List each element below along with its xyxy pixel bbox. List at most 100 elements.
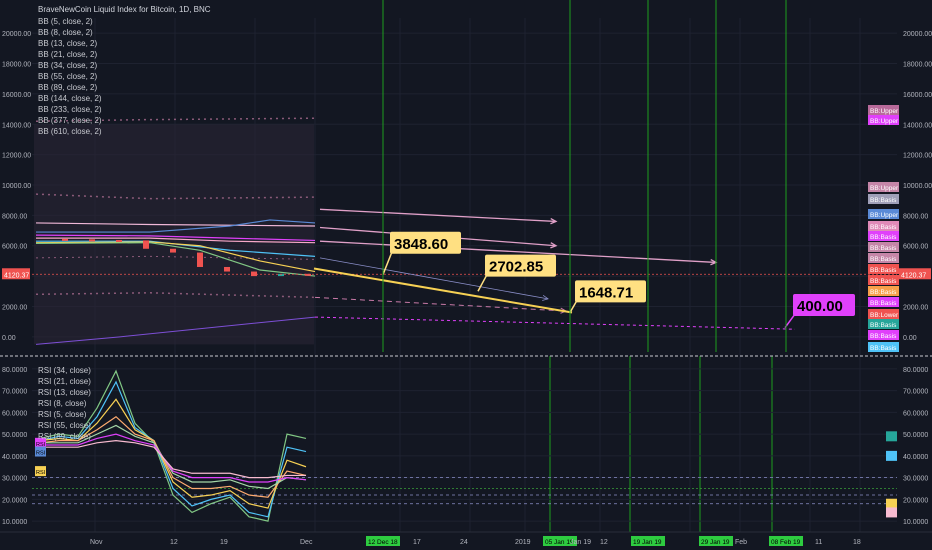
rsi-line <box>40 440 306 479</box>
yellow-trend <box>313 267 573 314</box>
y-tick-right: 8000.00 <box>903 213 928 220</box>
rsi-badge-right <box>886 450 897 461</box>
bb-legend-item[interactable]: BB (34, close, 2) <box>38 61 98 70</box>
forecast-arrow-head <box>542 295 549 301</box>
bb-legend-item[interactable]: BB (610, close, 2) <box>38 127 102 136</box>
rsi-y-tick-right: 10.0000 <box>903 519 928 526</box>
rsi-badge-left-text: RSI <box>36 470 46 476</box>
y-tick-right: 0.00 <box>903 335 917 342</box>
band-badge <box>868 297 899 307</box>
rsi-legend-item[interactable]: RSI (13, close) <box>38 388 91 397</box>
bb-legend: BB (5, close, 2) BB (8, close, 2) BB (13, … <box>38 16 102 137</box>
candle <box>170 248 176 253</box>
band-badge <box>868 209 899 219</box>
forecast-label-pointer <box>569 300 578 313</box>
rsi-line <box>39 380 307 518</box>
rsi-legend-item[interactable]: RSI (21, close) <box>38 377 91 386</box>
band-badge-text: BB:Basis <box>870 333 897 340</box>
x-tick-label: 12 <box>600 539 608 546</box>
bb-legend-item[interactable]: BB (233, close, 2) <box>38 105 102 114</box>
band-badge-text: BB:Basis <box>870 300 897 307</box>
rsi-y-tick-left: 70.0000 <box>2 389 27 396</box>
band-badge <box>868 275 899 285</box>
y-tick-left: 20000.00 <box>2 31 31 38</box>
bb-line <box>35 222 316 227</box>
y-tick-left: 2000.00 <box>2 304 27 311</box>
forecast-label-text: 1648.71 <box>579 284 633 301</box>
bb-line <box>35 241 316 273</box>
bb-legend-item[interactable]: BB (21, close, 2) <box>38 50 98 59</box>
band-badge <box>868 221 899 231</box>
band-badge <box>868 242 899 252</box>
bb-legend-item[interactable]: BB (5, close, 2) <box>38 17 93 26</box>
rsi-y-tick-right: 70.0000 <box>903 389 928 396</box>
y-tick-left: 6000.00 <box>2 244 27 251</box>
rsi-legend-item[interactable]: RSI (5, close) <box>38 410 87 419</box>
x-tick-label: 19 Jan 19 <box>633 539 662 546</box>
band-badge <box>868 231 899 241</box>
y-tick-left: 8000.00 <box>2 213 27 220</box>
x-tick-label: 17 <box>413 539 421 546</box>
rsi-badge-left <box>35 437 46 448</box>
rsi-y-tick-left: 50.0000 <box>2 432 27 439</box>
band-badge-text: BB:Basis <box>870 234 897 241</box>
bb-legend-item[interactable]: BB (144, close, 2) <box>38 94 102 103</box>
rsi-y-tick-right: 80.0000 <box>903 367 928 374</box>
band-badge <box>868 286 899 296</box>
band-badge <box>868 330 899 340</box>
forecast-label-box <box>575 280 646 303</box>
forecast-label-box <box>793 294 855 317</box>
rsi-legend-item[interactable]: RSI (34, close) <box>38 366 91 375</box>
y-tick-right: 6000.00 <box>903 244 928 251</box>
y-tick-right: 12000.00 <box>903 153 932 160</box>
y-tick-left: 10000.00 <box>2 183 31 190</box>
y-tick-left: 0.00 <box>2 335 16 342</box>
band-badge <box>868 253 899 263</box>
candle <box>197 252 203 267</box>
bb-legend-item[interactable]: BB (8, close, 2) <box>38 28 93 37</box>
forecast-label-pointer <box>784 313 796 329</box>
y-tick-right: 18000.00 <box>903 62 932 69</box>
rsi-legend: RSI (34, close) RSI (21, close) RSI (13, c… <box>38 365 91 442</box>
y-tick-right: 10000.00 <box>903 183 932 190</box>
candle <box>251 271 257 277</box>
rsi-line <box>40 433 307 483</box>
bb-line <box>35 234 316 242</box>
candle <box>116 239 122 242</box>
rsi-line <box>40 424 307 490</box>
band-badge-text: BB:Basis <box>870 197 897 204</box>
band-badge <box>868 194 899 204</box>
bb-line <box>36 219 316 233</box>
rsi-legend-item[interactable]: RSI (89, close) <box>38 432 91 441</box>
forecast-label-text: 400.00 <box>797 298 843 315</box>
band-badge-text: BB:Basis <box>870 245 897 252</box>
rsi-y-tick-right: 30.0000 <box>903 476 928 483</box>
y-tick-left: 12000.00 <box>2 153 31 160</box>
bb-line <box>36 237 316 244</box>
band-badge <box>868 342 899 352</box>
forecast-arrow-head <box>550 217 558 225</box>
rsi-line <box>39 415 307 498</box>
price-badge-right <box>899 268 931 280</box>
x-tick-badge <box>769 536 803 546</box>
rsi-badge-left <box>35 446 46 457</box>
bb-legend-item[interactable]: BB (89, close, 2) <box>38 83 98 92</box>
rsi-badge-left-text: RSI <box>36 442 46 448</box>
bb-legend-item[interactable]: BB (13, close, 2) <box>38 39 98 48</box>
rsi-y-tick-left: 40.0000 <box>2 454 27 461</box>
y-tick-right: 16000.00 <box>903 92 932 99</box>
chart-title: BraveNewCoin Liquid Index for Bitcoin, 1… <box>38 5 211 14</box>
bb-legend-item[interactable]: BB (55, close, 2) <box>38 72 98 81</box>
x-tick-label: Dec <box>300 539 313 546</box>
forecast-label-text: 2702.85 <box>489 259 543 276</box>
candle <box>224 266 230 272</box>
bb-mid-lower <box>35 255 316 260</box>
rsi-legend-item[interactable]: RSI (8, close) <box>38 399 87 408</box>
band-badge-text: BB:Basis <box>870 224 897 231</box>
band-badge-text: BB:Basis <box>870 345 897 352</box>
x-tick-badge <box>699 536 733 546</box>
bb-610-upper <box>35 193 316 200</box>
rsi-legend-item[interactable]: RSI (55, close) <box>38 421 91 430</box>
bb-legend-item[interactable]: BB (377, close, 2) <box>38 116 102 125</box>
